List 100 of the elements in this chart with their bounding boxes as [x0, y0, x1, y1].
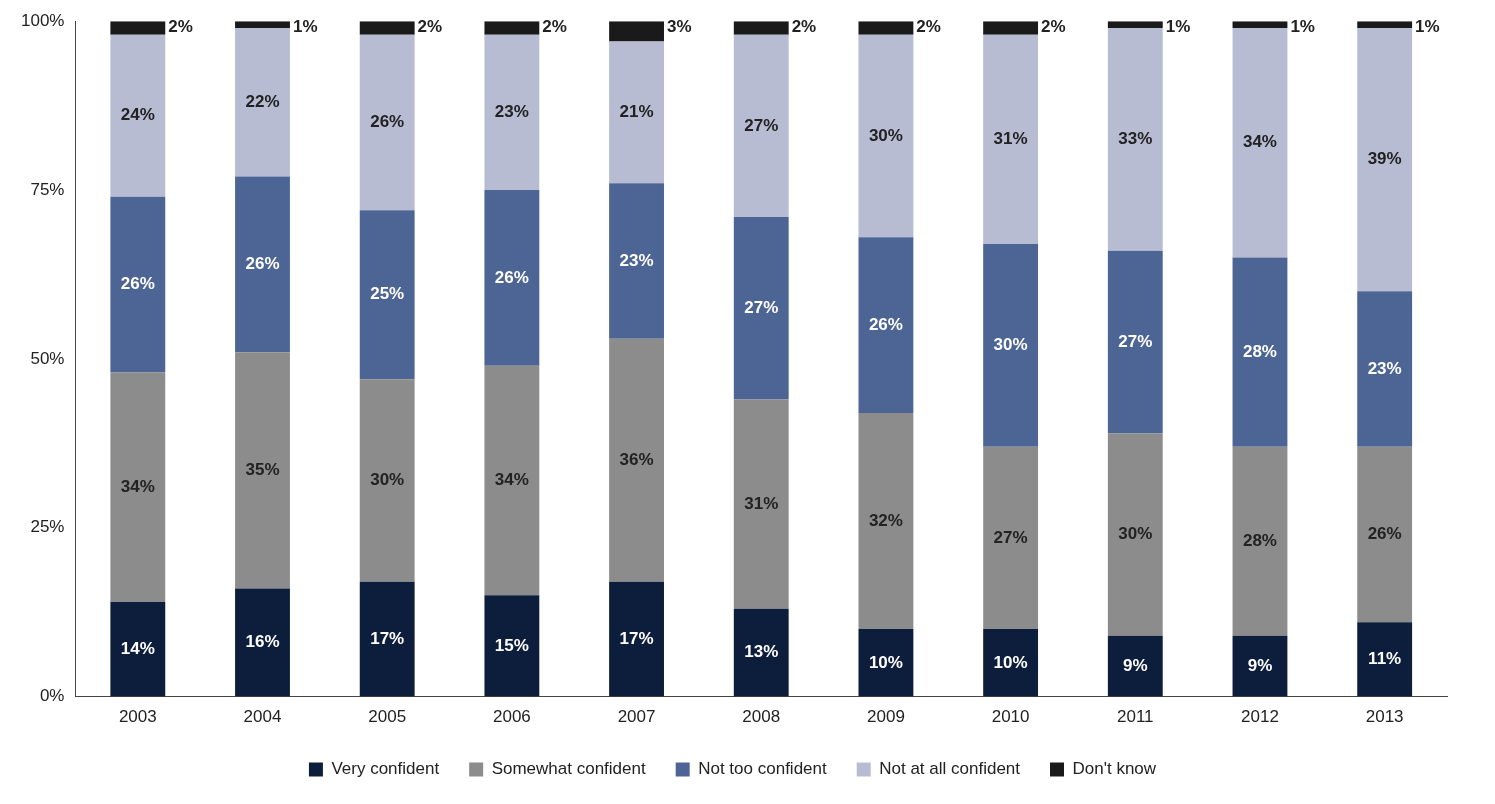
- data-label: 17%: [370, 628, 405, 648]
- legend-label: Don't know: [1072, 759, 1157, 779]
- legend-label: Somewhat confident: [491, 759, 646, 779]
- data-label: 24%: [120, 105, 155, 125]
- data-label: 34%: [1242, 132, 1277, 152]
- bar: [609, 21, 664, 42]
- bar: [1232, 635, 1288, 697]
- data-label: 26%: [494, 267, 529, 287]
- data-label: 30%: [1118, 524, 1153, 544]
- x-tick-label: 2007: [617, 707, 656, 727]
- y-tick-label: 100%: [21, 10, 65, 30]
- legend-label: Not too confident: [698, 759, 827, 779]
- bar: [609, 581, 664, 697]
- bar: [235, 588, 290, 697]
- bar: [983, 244, 1039, 447]
- bar: [858, 237, 914, 413]
- bar: [1107, 27, 1163, 251]
- data-label: 3%: [666, 16, 692, 36]
- data-label: 35%: [245, 460, 280, 480]
- bar: [484, 190, 540, 366]
- data-label: 28%: [1242, 530, 1277, 550]
- bar: [110, 372, 166, 603]
- x-tick-label: 2003: [118, 707, 157, 727]
- data-label: 26%: [370, 112, 405, 132]
- data-label: 30%: [370, 470, 405, 490]
- data-label: 27%: [744, 297, 779, 317]
- x-tick-label: 2008: [742, 707, 781, 727]
- bar: [983, 629, 1039, 697]
- bar: [1357, 291, 1413, 447]
- data-label: 22%: [245, 91, 280, 111]
- data-label: 27%: [993, 527, 1028, 547]
- bar: [110, 21, 166, 35]
- x-tick-label: 2004: [243, 707, 282, 727]
- bar: [235, 176, 290, 353]
- y-tick-label: 0%: [39, 686, 65, 706]
- data-label: 34%: [120, 476, 155, 496]
- data-label: 31%: [993, 129, 1028, 149]
- data-label: 17%: [619, 628, 654, 648]
- data-label: 33%: [1118, 129, 1153, 149]
- bar: [858, 412, 914, 630]
- data-label: 10%: [993, 652, 1028, 672]
- bar: [1357, 27, 1413, 292]
- x-tick-label: 2011: [1117, 707, 1154, 727]
- bar: [359, 21, 415, 35]
- x-tick-label: 2005: [368, 707, 407, 727]
- bar: [484, 21, 540, 35]
- data-label: 14%: [120, 639, 155, 659]
- bar: [609, 183, 664, 339]
- bar: [858, 21, 914, 35]
- y-tick-label: 50%: [30, 348, 65, 368]
- data-label: 26%: [120, 274, 155, 294]
- x-tick-label: 2010: [991, 707, 1030, 727]
- data-label: 32%: [868, 510, 903, 530]
- data-label: 13%: [744, 642, 779, 662]
- bar: [359, 210, 415, 380]
- data-label: 27%: [744, 115, 779, 135]
- data-label: 2%: [168, 16, 193, 36]
- bar: [1107, 433, 1163, 636]
- data-label: 1%: [1290, 16, 1315, 36]
- bar: [733, 21, 789, 35]
- data-label: 2%: [1041, 16, 1066, 36]
- bar: [110, 34, 166, 197]
- data-label: 2%: [417, 16, 443, 36]
- data-label: 2%: [542, 16, 567, 36]
- bar: [609, 41, 664, 184]
- bar: [484, 595, 540, 697]
- bar: [359, 581, 415, 697]
- data-label: 9%: [1123, 655, 1148, 675]
- data-label: 23%: [619, 250, 654, 270]
- bar: [359, 379, 415, 582]
- bar: [983, 34, 1039, 245]
- legend-label: Not at all confident: [879, 759, 1021, 779]
- data-label: 23%: [494, 102, 529, 122]
- data-label: 39%: [1367, 149, 1402, 169]
- bar: [235, 352, 290, 589]
- bar: [484, 365, 540, 596]
- data-label: 11%: [1368, 649, 1402, 669]
- bar: [1107, 635, 1163, 697]
- bar: [1232, 257, 1288, 447]
- data-label: 1%: [292, 16, 318, 36]
- bar: [1357, 446, 1413, 623]
- data-label: 31%: [744, 493, 779, 513]
- bar: [1232, 27, 1288, 258]
- bar: [733, 34, 789, 218]
- data-label: 30%: [868, 125, 903, 145]
- bar: [983, 446, 1039, 630]
- data-label: 25%: [370, 284, 405, 304]
- data-label: 2%: [791, 16, 817, 36]
- y-tick-label: 25%: [30, 517, 65, 537]
- bar: [733, 399, 789, 609]
- data-label: 1%: [1415, 16, 1440, 36]
- data-label: 21%: [619, 102, 654, 122]
- bar: [235, 27, 290, 177]
- x-tick-label: 2006: [492, 707, 531, 727]
- bar: [110, 602, 166, 697]
- bar: [858, 629, 914, 697]
- bar: [1357, 622, 1413, 697]
- bar: [1232, 446, 1288, 636]
- data-label: 10%: [868, 652, 903, 672]
- data-label: 26%: [868, 314, 903, 334]
